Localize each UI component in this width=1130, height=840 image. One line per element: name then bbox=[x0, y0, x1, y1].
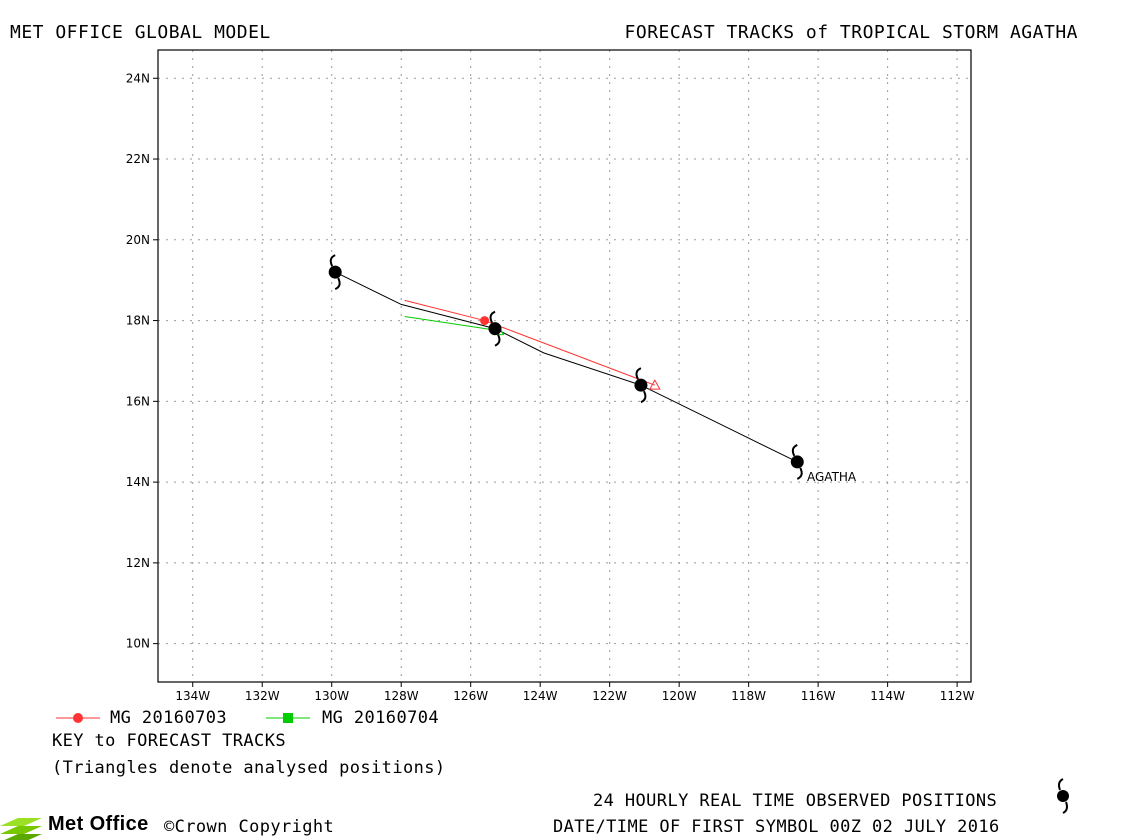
lat-tick-label: 22N bbox=[126, 152, 150, 166]
storm-symbol-core bbox=[790, 455, 804, 469]
tropical-storm-icon bbox=[328, 254, 342, 291]
lon-tick-label: 132W bbox=[245, 689, 280, 703]
forecast-track-line bbox=[404, 316, 499, 332]
legend-markers bbox=[56, 713, 310, 723]
legend-item-label: MG 20160703 bbox=[110, 708, 227, 728]
lat-tick-label: 10N bbox=[126, 637, 150, 651]
storm-symbol-core bbox=[328, 265, 342, 279]
storm-symbol-arm bbox=[489, 310, 496, 324]
map-grid bbox=[158, 50, 971, 682]
legend-circle-marker bbox=[73, 713, 83, 723]
storm-symbol-core bbox=[488, 322, 502, 336]
lon-tick-label: 120W bbox=[662, 689, 697, 703]
lon-tick-label: 118W bbox=[731, 689, 766, 703]
lat-tick-label: 18N bbox=[126, 314, 150, 328]
lon-tick-label: 122W bbox=[592, 689, 627, 703]
lon-tick-label: 116W bbox=[801, 689, 836, 703]
storm-symbol-arm bbox=[635, 367, 642, 380]
storm-symbol-core bbox=[634, 378, 648, 392]
header-model-title: MET OFFICE GLOBAL MODEL bbox=[10, 22, 271, 43]
lon-tick-label: 134W bbox=[175, 689, 210, 703]
tropical-storm-icon bbox=[634, 367, 648, 404]
lat-tick-label: 24N bbox=[126, 71, 150, 85]
storm-symbol-arm bbox=[796, 467, 803, 480]
lon-tick-label: 124W bbox=[523, 689, 558, 703]
lon-tick-label: 112W bbox=[940, 689, 975, 703]
tropical-storm-icon bbox=[488, 310, 502, 347]
met-office-logo-text: Met Office bbox=[48, 813, 149, 835]
header-storm-title: FORECAST TRACKS of TROPICAL STORM AGATHA bbox=[624, 22, 1078, 43]
tropical-storm-icon bbox=[790, 443, 804, 480]
observed-positions-note: 24 HOURLY REAL TIME OBSERVED POSITIONS bbox=[593, 791, 998, 811]
storm-tracks bbox=[328, 254, 804, 480]
met-office-logo-icon bbox=[0, 818, 42, 840]
legend-square-marker bbox=[283, 713, 293, 723]
lat-tick-label: 14N bbox=[126, 475, 150, 489]
storm-symbol-arm bbox=[791, 443, 798, 457]
lon-tick-label: 114W bbox=[870, 689, 905, 703]
storm-symbol-arm bbox=[334, 277, 341, 291]
storm-name-label: AGATHA bbox=[807, 470, 857, 484]
copyright-text: ©Crown Copyright bbox=[164, 817, 335, 837]
lat-tick-label: 20N bbox=[126, 233, 150, 247]
lon-tick-label: 130W bbox=[314, 689, 349, 703]
forecast-position-marker bbox=[480, 316, 490, 326]
legend-item-label: MG 20160704 bbox=[322, 708, 439, 728]
forecast-track-line bbox=[404, 299, 656, 386]
map-frame bbox=[157, 49, 972, 683]
key-note: (Triangles denote analysed positions) bbox=[52, 758, 446, 778]
storm-symbol-arm bbox=[640, 390, 647, 404]
map-axes: 134W 132W 130W 128W 126W 124W 122W 120W 118W 116W… bbox=[126, 71, 975, 703]
storm-symbol-arm bbox=[329, 254, 336, 267]
storm-symbol-arm bbox=[494, 334, 501, 347]
lat-tick-label: 12N bbox=[126, 556, 150, 570]
lon-tick-label: 126W bbox=[453, 689, 488, 703]
lon-tick-label: 128W bbox=[384, 689, 419, 703]
key-title: KEY to FORECAST TRACKS bbox=[52, 731, 286, 751]
observed-symbol-legend-icon bbox=[1057, 778, 1069, 814]
first-symbol-datetime: DATE/TIME OF FIRST SYMBOL 00Z 02 JULY 20… bbox=[553, 817, 1000, 837]
lat-tick-label: 16N bbox=[126, 394, 150, 408]
observed-track-line bbox=[334, 271, 798, 463]
analysed-position-triangle bbox=[648, 379, 661, 390]
